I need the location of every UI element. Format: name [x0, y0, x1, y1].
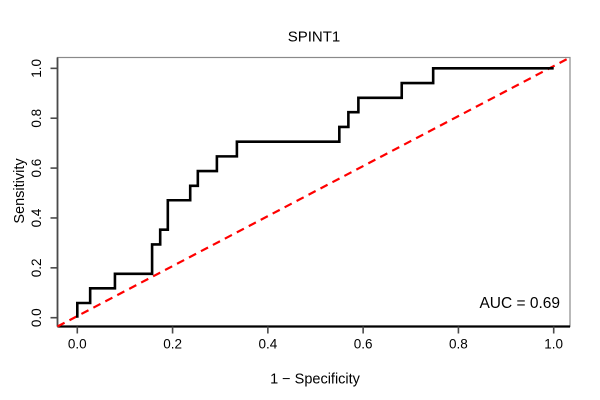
- y-tick-label: 0.8: [29, 109, 44, 128]
- y-axis-label: Sensitivity: [12, 158, 28, 224]
- x-axis-label: 1 − Specificity: [270, 372, 361, 388]
- chart-title: SPINT1: [288, 29, 341, 46]
- auc-annotation: AUC = 0.69: [479, 295, 560, 312]
- x-tick-label: 0.6: [354, 337, 373, 352]
- y-tick-label: 0.4: [29, 208, 44, 227]
- reference-diagonal-line: [56, 56, 571, 328]
- roc-curve-line: [76, 67, 554, 318]
- y-tick-label: 0.0: [29, 308, 44, 327]
- x-tick-label: 0.4: [258, 337, 277, 352]
- y-tick-label: 0.2: [29, 258, 44, 277]
- y-tick-label: 1.0: [29, 59, 44, 78]
- x-tick-label: 0.2: [163, 337, 182, 352]
- x-tick-label: 0.8: [449, 337, 468, 352]
- x-axis-ticks: 0.0 0.2 0.4 0.6 0.8 1.0: [68, 326, 563, 352]
- x-tick-label: 0.0: [68, 337, 87, 352]
- x-tick-label: 1.0: [544, 337, 563, 352]
- y-axis-ticks: 0.0 0.2 0.4 0.6 0.8 1.0: [29, 59, 58, 327]
- y-tick-label: 0.6: [29, 159, 44, 178]
